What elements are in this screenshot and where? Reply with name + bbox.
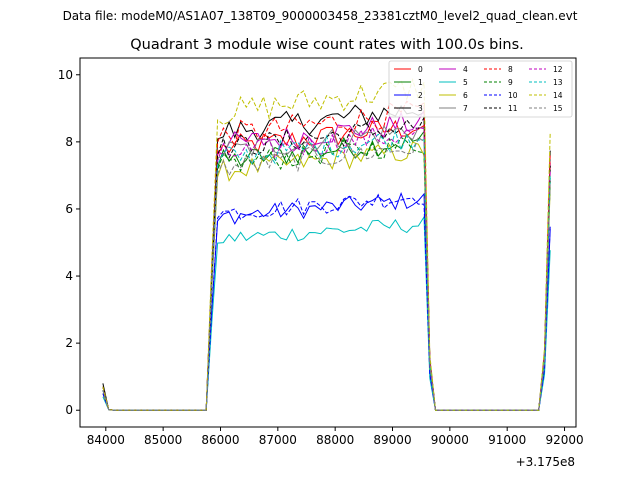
series-line-2 [102, 191, 551, 411]
x-tick-label: 88000 [316, 433, 354, 447]
x-tick-label: 91000 [488, 433, 526, 447]
x-tick-label: 85000 [144, 433, 182, 447]
legend-label-15: 15 [553, 104, 563, 113]
series-line-13 [102, 129, 551, 411]
series-line-12 [102, 125, 551, 411]
x-tick-label: 84000 [87, 433, 125, 447]
y-tick-label: 0 [65, 403, 73, 417]
y-tick-label: 4 [65, 269, 73, 283]
x-axis-ticks: 84000 85000 86000 87000 88000 89000 90000 91000… [87, 427, 584, 447]
legend-label-3: 3 [418, 104, 423, 113]
series-line-10 [102, 193, 551, 411]
series-line-9 [102, 136, 551, 411]
legend-box [388, 60, 573, 118]
x-offset-label: +3.175e8 [516, 455, 575, 469]
y-tick-label: 10 [58, 68, 73, 82]
series-line-14 [102, 77, 551, 411]
series-line-5 [102, 215, 551, 411]
legend-label-1: 1 [418, 78, 423, 87]
datafile-label: Data file: modeM0/AS1A07_138T09_90000034… [63, 9, 578, 23]
legend-label-10: 10 [508, 91, 518, 100]
legend-label-13: 13 [553, 78, 563, 87]
y-axis-ticks: 0 2 4 6 8 10 [58, 68, 80, 417]
legend-label-12: 12 [553, 65, 563, 74]
plot-frame [79, 57, 577, 428]
series-line-4 [102, 108, 551, 411]
series-line-7 [102, 124, 551, 411]
legend-label-4: 4 [463, 65, 468, 74]
x-tick-label: 92000 [545, 433, 583, 447]
series-line-6 [102, 141, 551, 411]
x-tick-label: 90000 [431, 433, 469, 447]
legend-label-0: 0 [418, 65, 423, 74]
legend-label-9: 9 [508, 78, 513, 87]
chart-title: Quadrant 3 module wise count rates with … [130, 37, 524, 53]
legend-label-8: 8 [508, 65, 513, 74]
legend-label-6: 6 [463, 91, 468, 100]
series-line-8 [102, 100, 551, 411]
series-line-0 [102, 119, 551, 411]
x-tick-label: 87000 [259, 433, 297, 447]
legend-label-11: 11 [508, 104, 518, 113]
y-tick-label: 6 [65, 202, 73, 216]
series-line-1 [102, 130, 551, 411]
series-line-15 [102, 136, 551, 411]
legend-label-7: 7 [463, 104, 468, 113]
series-line-11 [102, 115, 551, 411]
y-tick-label: 2 [65, 336, 73, 350]
legend-label-2: 2 [418, 91, 423, 100]
y-tick-label: 8 [65, 135, 73, 149]
legend-label-5: 5 [463, 78, 468, 87]
series-lines [102, 77, 551, 411]
x-tick-label: 86000 [201, 433, 239, 447]
legend-label-14: 14 [553, 91, 563, 100]
x-tick-label: 89000 [373, 433, 411, 447]
